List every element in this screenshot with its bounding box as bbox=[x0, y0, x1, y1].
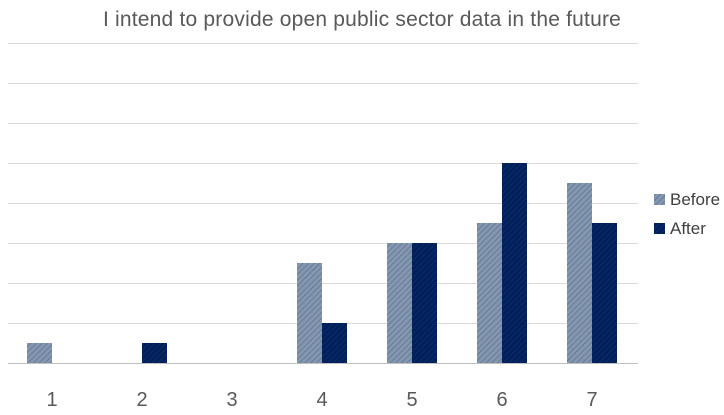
legend-swatch-before bbox=[654, 194, 665, 205]
x-tick-label: 7 bbox=[586, 389, 597, 411]
bar-after-5 bbox=[412, 243, 437, 363]
x-tick-labels: 1 2 3 4 5 6 7 bbox=[46, 389, 597, 411]
legend: Before After bbox=[654, 190, 720, 238]
bar-after-6 bbox=[502, 163, 527, 363]
legend-label-before: Before bbox=[670, 190, 720, 209]
legend-label-after: After bbox=[670, 219, 706, 238]
bars bbox=[27, 163, 617, 363]
x-tick-label: 6 bbox=[496, 389, 507, 411]
bar-before-4 bbox=[297, 263, 322, 363]
bar-before-1 bbox=[27, 343, 52, 363]
legend-swatch-after bbox=[654, 223, 665, 234]
x-tick-label: 3 bbox=[226, 389, 237, 411]
x-tick-label: 5 bbox=[406, 389, 417, 411]
chart-title: I intend to provide open public sector d… bbox=[102, 8, 622, 31]
bar-after-4 bbox=[322, 323, 347, 363]
x-tick-label: 2 bbox=[136, 389, 147, 411]
bar-after-7 bbox=[592, 223, 617, 363]
bar-before-5 bbox=[387, 243, 412, 363]
bar-after-2 bbox=[142, 343, 167, 363]
bar-before-7 bbox=[567, 183, 592, 363]
x-tick-label: 1 bbox=[46, 389, 57, 411]
x-tick-label: 4 bbox=[316, 389, 327, 411]
bar-before-6 bbox=[477, 223, 502, 363]
gridlines bbox=[8, 43, 638, 364]
